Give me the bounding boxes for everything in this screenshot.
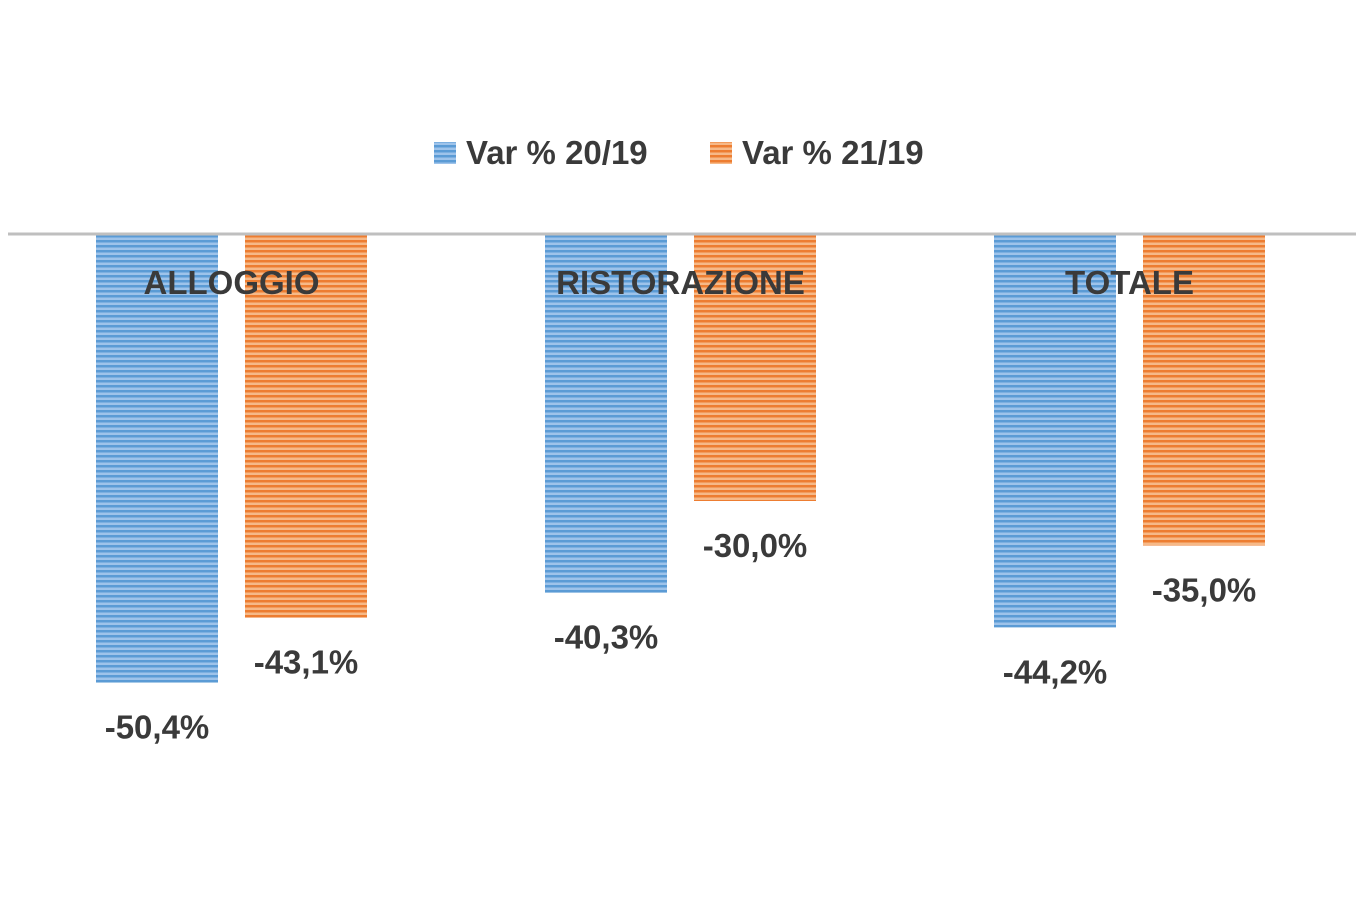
- legend: Var % 20/19 Var % 21/19: [434, 134, 924, 171]
- data-label-alloggio-series-2: -43,1%: [254, 644, 359, 681]
- bar-ristorazione-series-2: [694, 234, 816, 501]
- category-label-alloggio: ALLOGGIO: [144, 264, 320, 301]
- bar-ristorazione-series-1: [545, 234, 667, 593]
- bar-totale-series-2: [1143, 234, 1265, 546]
- data-label-ristorazione-series-1: -40,3%: [554, 619, 659, 656]
- bar-alloggio-series-2: [245, 234, 367, 618]
- data-label-ristorazione-series-2: -30,0%: [703, 527, 808, 564]
- bar-alloggio-series-1: [96, 234, 218, 683]
- legend-swatch-series-2: [710, 142, 732, 164]
- bar-totale-series-1: [994, 234, 1116, 628]
- data-label-alloggio-series-1: -50,4%: [105, 709, 210, 746]
- bars-layer: [96, 234, 1265, 683]
- legend-item-series-2: Var % 21/19: [710, 134, 924, 171]
- data-label-totale-series-2: -35,0%: [1152, 572, 1257, 609]
- category-label-ristorazione: RISTORAZIONE: [556, 264, 805, 301]
- legend-swatch-series-1: [434, 142, 456, 164]
- legend-label-series-1: Var % 20/19: [466, 134, 648, 171]
- legend-label-series-2: Var % 21/19: [742, 134, 924, 171]
- labels-layer: -50,4% -43,1% ALLOGGIO -40,3% -30,0% RISTORAZ…: [105, 264, 1257, 746]
- category-label-totale: TOTALE: [1065, 264, 1194, 301]
- legend-item-series-1: Var % 20/19: [434, 134, 648, 171]
- data-label-totale-series-1: -44,2%: [1003, 653, 1108, 690]
